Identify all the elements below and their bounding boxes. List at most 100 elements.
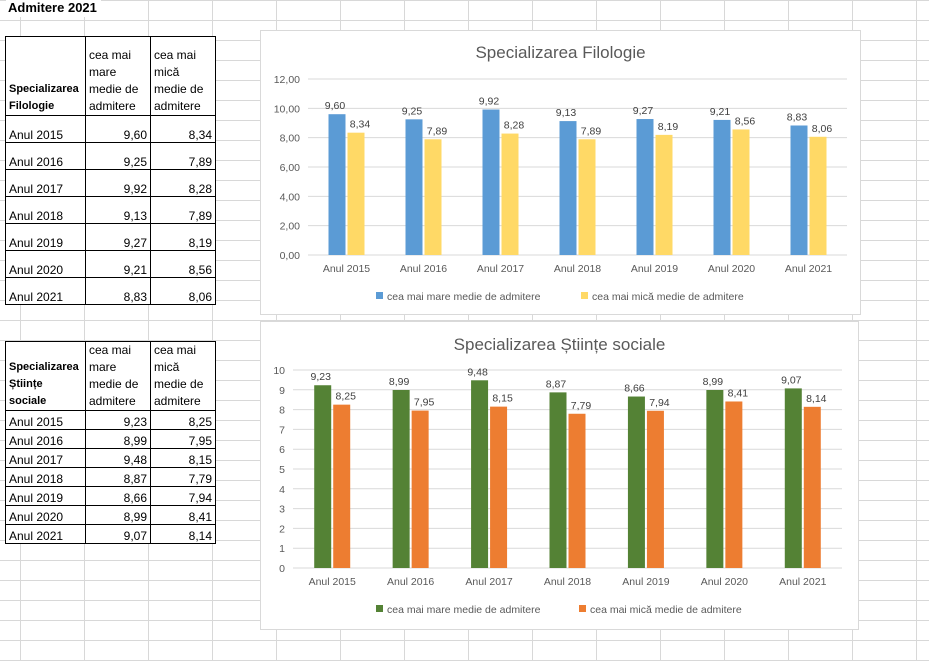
legend-label[interactable]: cea mai mică medie de admitere (590, 604, 742, 616)
table-cell[interactable]: Anul 2021 (5, 277, 86, 305)
data-label: 8,19 (658, 121, 679, 133)
data-label: 8,41 (728, 387, 749, 399)
table-cell[interactable]: 7,95 (150, 429, 216, 449)
bar[interactable] (559, 121, 577, 256)
table-cell[interactable]: Anul 2018 (5, 467, 86, 487)
table-header-cell[interactable]: Specializarea Științe sociale (5, 341, 86, 411)
bar[interactable] (328, 114, 346, 255)
data-label: 8,83 (787, 111, 808, 123)
bar[interactable] (501, 133, 519, 255)
bar[interactable] (411, 410, 429, 568)
table-cell[interactable]: 9,27 (85, 223, 151, 251)
table-cell[interactable]: 9,60 (85, 115, 151, 143)
bar[interactable] (655, 134, 673, 255)
table-cell[interactable]: 7,94 (150, 486, 216, 506)
table-cell[interactable]: 8,41 (150, 505, 216, 525)
data-label: 9,07 (781, 374, 802, 386)
data-label: 9,13 (556, 107, 577, 119)
bar[interactable] (627, 396, 645, 568)
y-tick-label: 2,00 (280, 221, 301, 233)
bar[interactable] (732, 129, 750, 255)
bar[interactable] (636, 119, 654, 255)
table-cell[interactable]: 8,99 (85, 505, 151, 525)
table-cell[interactable]: 8,56 (150, 250, 216, 278)
data-label: 8,87 (546, 378, 567, 390)
y-tick-label: 8 (279, 405, 285, 417)
table-cell[interactable]: 9,23 (85, 410, 151, 430)
table-cell[interactable]: 8,28 (150, 169, 216, 197)
table-cell[interactable]: 8,14 (150, 524, 216, 544)
table-cell[interactable]: 9,25 (85, 142, 151, 170)
bar[interactable] (347, 132, 365, 255)
bar[interactable] (549, 392, 567, 568)
stiinte-sociale-table: Specializarea Științe sociale cea mai ma… (5, 341, 216, 544)
table-cell[interactable]: Anul 2016 (5, 142, 86, 170)
table-cell[interactable]: 8,87 (85, 467, 151, 487)
data-label: 9,27 (633, 105, 654, 117)
table-cell[interactable]: Anul 2019 (5, 486, 86, 506)
table-cell[interactable]: 8,34 (150, 115, 216, 143)
legend-label[interactable]: cea mai mică medie de admitere (592, 291, 744, 303)
x-tick-label: Anul 2018 (544, 576, 591, 588)
table-header-cell[interactable]: cea mai mică medie de admitere (150, 36, 216, 116)
bar[interactable] (578, 139, 596, 255)
table-row: Anul 2017 9,48 8,15 (5, 448, 216, 468)
table-row: Anul 2015 9,60 8,34 (5, 115, 216, 143)
table-cell[interactable]: Anul 2017 (5, 448, 86, 468)
bar[interactable] (784, 388, 802, 568)
legend-label[interactable]: cea mai mare medie de admitere (387, 604, 541, 616)
table-header-cell[interactable]: cea mai mică medie de admitere (150, 341, 216, 411)
bar[interactable] (333, 404, 351, 568)
table-cell[interactable]: 7,79 (150, 467, 216, 487)
bar[interactable] (424, 139, 442, 255)
table-cell[interactable]: 8,06 (150, 277, 216, 305)
table-cell[interactable]: 7,89 (150, 142, 216, 170)
bar[interactable] (790, 125, 808, 255)
table-cell[interactable]: Anul 2019 (5, 223, 86, 251)
table-cell[interactable]: 9,21 (85, 250, 151, 278)
bar[interactable] (706, 389, 724, 568)
bar[interactable] (490, 406, 508, 568)
table-cell[interactable]: 8,19 (150, 223, 216, 251)
table-header-cell[interactable]: Specializarea Filologie (5, 36, 86, 116)
table-cell[interactable]: Anul 2020 (5, 505, 86, 525)
table-cell[interactable]: Anul 2020 (5, 250, 86, 278)
table-cell[interactable]: 8,66 (85, 486, 151, 506)
bar[interactable] (725, 401, 743, 568)
bar[interactable] (713, 119, 731, 255)
legend-swatch (376, 605, 383, 612)
table-cell[interactable]: 9,92 (85, 169, 151, 197)
table-cell[interactable]: Anul 2015 (5, 115, 86, 143)
table-cell[interactable]: Anul 2016 (5, 429, 86, 449)
table-cell[interactable]: 9,07 (85, 524, 151, 544)
table-cell[interactable]: 8,83 (85, 277, 151, 305)
legend-label[interactable]: cea mai mare medie de admitere (387, 291, 541, 303)
table-cell[interactable]: Anul 2017 (5, 169, 86, 197)
table-header-cell[interactable]: cea mai mare medie de admitere (85, 341, 151, 411)
bar[interactable] (471, 380, 489, 568)
table-cell[interactable]: Anul 2018 (5, 196, 86, 224)
chart-stiinte-sociale[interactable]: Specializarea Științe sociale 0 1 2 3 4 5 6 7 8 9 1… (260, 321, 859, 630)
table-cell[interactable]: 8,99 (85, 429, 151, 449)
data-label: 8,25 (335, 391, 356, 403)
bar[interactable] (392, 389, 410, 568)
table-cell[interactable]: 9,13 (85, 196, 151, 224)
table-cell[interactable]: 8,25 (150, 410, 216, 430)
table-cell[interactable]: Anul 2015 (5, 410, 86, 430)
data-label: 9,23 (310, 371, 331, 383)
bar[interactable] (314, 385, 332, 568)
table-cell[interactable]: 9,48 (85, 448, 151, 468)
table-header-cell[interactable]: cea mai mare medie de admitere (85, 36, 151, 116)
table-cell[interactable]: 7,89 (150, 196, 216, 224)
bar[interactable] (646, 410, 664, 568)
legend-swatch (376, 292, 383, 299)
bar[interactable] (568, 413, 586, 568)
x-tick-label: Anul 2019 (622, 576, 669, 588)
bar[interactable] (482, 109, 500, 255)
bar[interactable] (803, 406, 821, 568)
table-cell[interactable]: Anul 2021 (5, 524, 86, 544)
bar[interactable] (405, 119, 423, 255)
table-cell[interactable]: 8,15 (150, 448, 216, 468)
chart-filologie[interactable]: Specializarea Filologie 0,00 2,00 4,00 6,00 8… (260, 30, 861, 315)
bar[interactable] (809, 136, 827, 255)
